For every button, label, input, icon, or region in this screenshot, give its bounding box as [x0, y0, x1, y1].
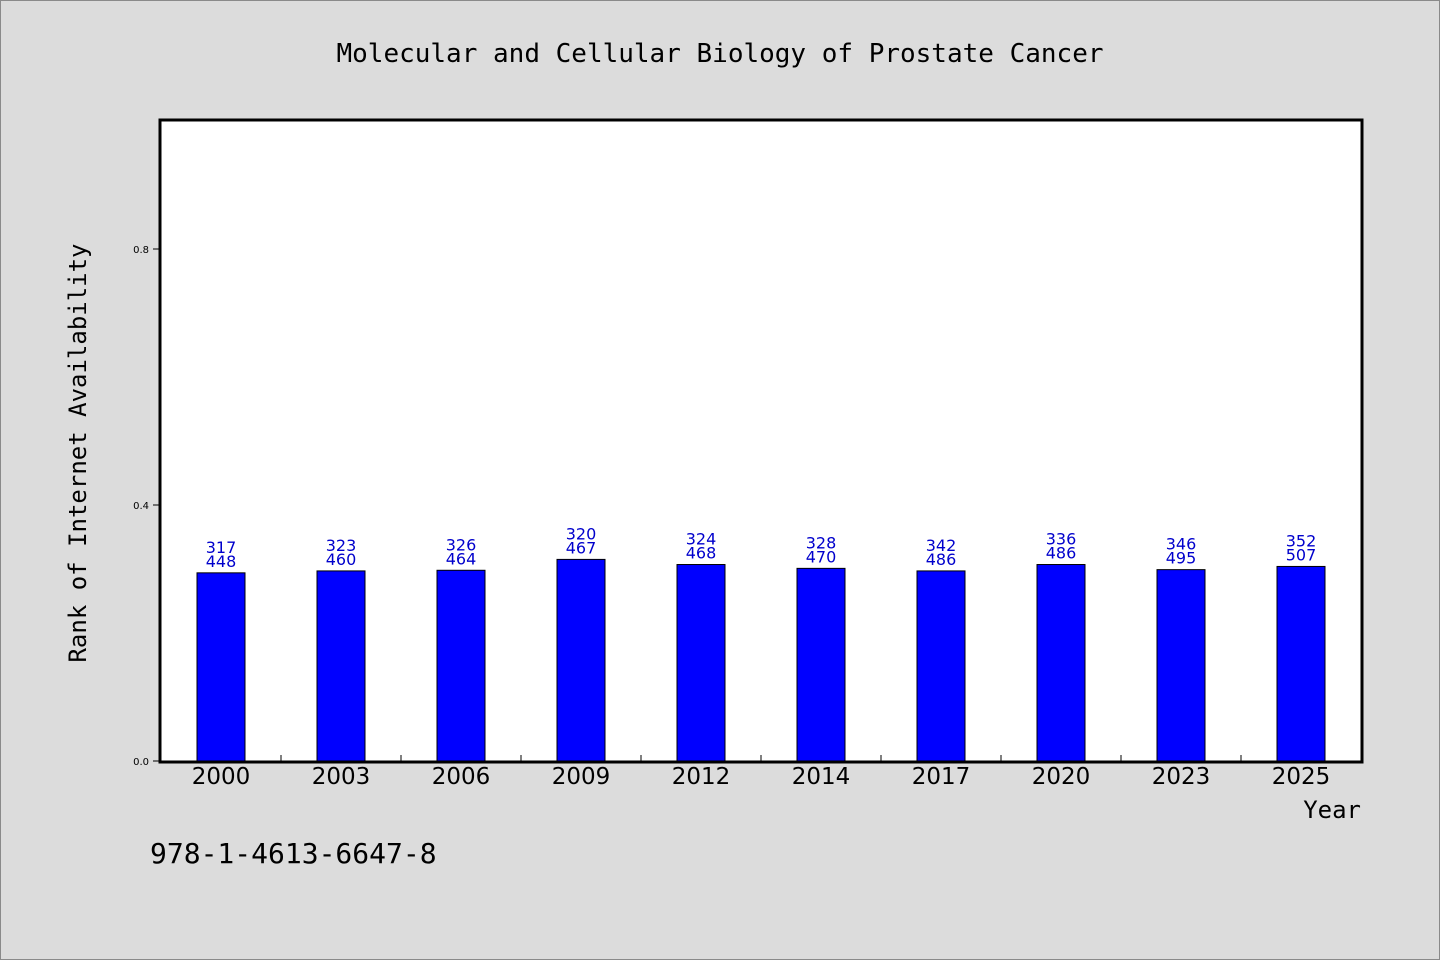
y-tick-label: 0.4 [133, 501, 149, 512]
data-label-bottom: 470 [806, 547, 837, 566]
data-label-bottom: 486 [1046, 544, 1077, 563]
data-label-top: 346 [1166, 535, 1197, 554]
bar-series [196, 558, 1326, 762]
bar [556, 558, 606, 762]
data-label-top: 323 [326, 536, 357, 555]
x-axis: 2000 2003 2006 2009 2012 2014 2017 2020 2023 2025 [192, 755, 1331, 790]
bar [1036, 564, 1086, 762]
data-label-top: 326 [446, 535, 477, 554]
y-axis: 0.0 0.4 0.8 [133, 245, 161, 768]
chart-title: Molecular and Cellular Biology of Prosta… [336, 39, 1103, 69]
bar [196, 572, 246, 762]
data-label-top: 352 [1286, 531, 1317, 550]
data-label-bottom: 448 [206, 552, 237, 571]
x-tick-label: 2025 [1272, 764, 1331, 790]
x-tick-label: 2006 [432, 764, 491, 790]
data-label-top: 320 [566, 524, 597, 543]
data-label-top: 336 [1046, 530, 1077, 549]
bar [1156, 569, 1206, 762]
data-label-bottom: 467 [566, 538, 597, 557]
bar [796, 567, 846, 762]
isbn-code: 978-1-4613-6647-8 [150, 837, 437, 870]
data-label-bottom: 486 [926, 550, 957, 569]
data-label-top: 342 [926, 536, 957, 555]
x-axis-title: Year [1303, 796, 1361, 824]
x-tick-label: 2014 [792, 764, 851, 790]
y-axis-title: Rank of Internet Availability [64, 243, 92, 662]
bar [316, 570, 366, 762]
data-label-top: 317 [206, 538, 237, 557]
y-tick-label: 0.8 [133, 245, 149, 256]
x-tick-label: 2020 [1032, 764, 1091, 790]
x-tick-label: 2017 [912, 764, 971, 790]
data-label-bottom: 464 [446, 549, 477, 568]
y-tick-label: 0.0 [133, 757, 149, 768]
data-label-bottom: 495 [1166, 549, 1197, 568]
x-tick-label: 2003 [312, 764, 371, 790]
bar [676, 564, 726, 762]
x-tick-label: 2009 [552, 764, 611, 790]
data-label-top: 328 [806, 533, 837, 552]
data-label-bottom: 460 [326, 550, 357, 569]
bar [436, 569, 486, 762]
data-label-bottom: 468 [686, 544, 717, 563]
bar [916, 570, 966, 762]
bar [1276, 565, 1326, 762]
x-tick-label: 2012 [672, 764, 731, 790]
data-label-top: 324 [686, 530, 717, 549]
x-tick-label: 2000 [192, 764, 251, 790]
data-label-bottom: 507 [1286, 545, 1317, 564]
x-tick-label: 2023 [1152, 764, 1211, 790]
